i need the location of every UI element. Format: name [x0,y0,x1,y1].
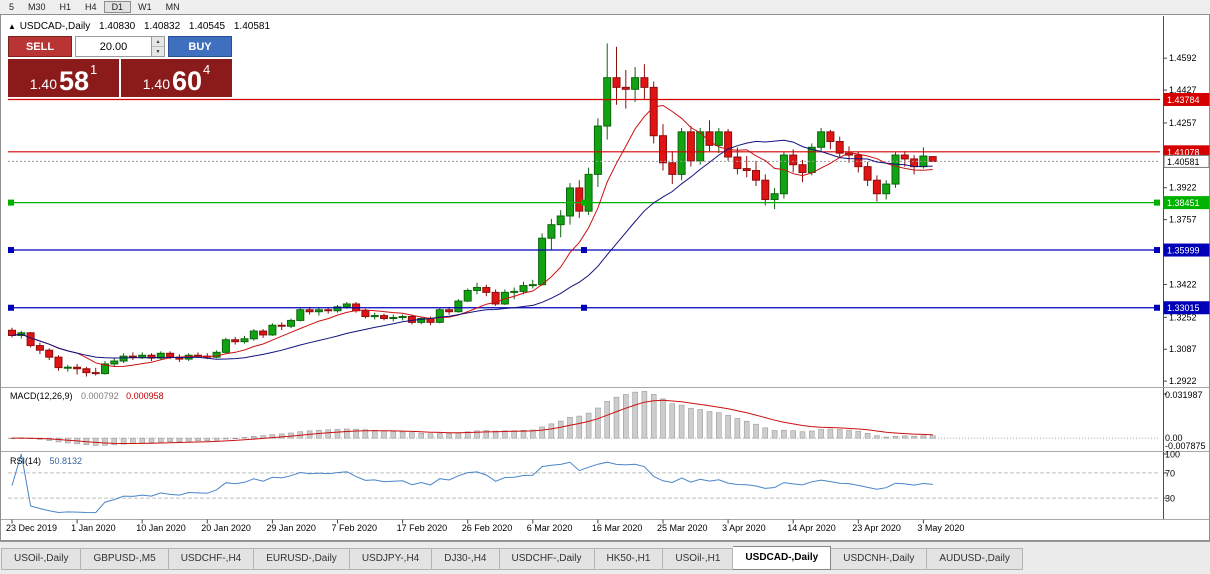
one-click-trading-panel: SELL 20.00 ▲ ▼ BUY 1.40 58 1 1.40 60 4 [8,36,232,97]
chart-tab-hk50-h1[interactable]: HK50-,H1 [594,548,664,570]
chart-tab-usoil-daily[interactable]: USOil-,Daily [1,548,82,570]
svg-text:1.3757: 1.3757 [1169,215,1197,225]
timeframe-button-d1[interactable]: D1 [103,1,132,13]
ohlc-low: 1.40545 [188,21,226,32]
buy-quote[interactable]: 1.40 60 4 [121,59,232,97]
svg-text:1.3252: 1.3252 [1169,312,1197,322]
volume-up-button[interactable]: ▲ [152,37,164,47]
ohlc-open: 1.40830 [99,21,136,32]
svg-text:1.4427: 1.4427 [1169,85,1197,95]
chart-tab-usdjpy-h4[interactable]: USDJPY-,H4 [349,548,433,570]
timeframe-button-5[interactable]: 5 [9,2,15,12]
svg-text:1.41078: 1.41078 [1167,147,1200,157]
svg-text:20 Jan 2020: 20 Jan 2020 [201,523,251,533]
ohlc-close: 1.40581 [233,21,271,32]
price-chart[interactable]: 1.45921.44271.42571.40921.39221.37571.35… [0,14,1210,541]
svg-text:1.40581: 1.40581 [1167,157,1200,167]
chart-tab-gbpusd-m5[interactable]: GBPUSD-,M5 [81,548,169,570]
svg-text:25 Mar 2020: 25 Mar 2020 [657,523,708,533]
chart-tab-eurusd-daily[interactable]: EURUSD-,Daily [254,548,350,570]
chart-tab-usoil-h1[interactable]: USOil-,H1 [663,548,734,570]
svg-text:1.4592: 1.4592 [1169,53,1197,63]
buy-button[interactable]: BUY [168,36,232,57]
ohlc-high: 1.40832 [143,21,181,32]
timeframe-button-mn[interactable]: MN [165,2,180,12]
svg-text:1.4257: 1.4257 [1169,118,1197,128]
svg-text:100: 100 [1165,450,1180,460]
macd-name: MACD(12,26,9) [10,391,73,401]
buy-price-pips: 60 [171,66,203,96]
svg-text:14 Apr 2020: 14 Apr 2020 [787,523,836,533]
timeframe-button-h1[interactable]: H1 [59,2,72,12]
sell-quote[interactable]: 1.40 58 1 [8,59,119,97]
svg-text:1.35999: 1.35999 [1167,246,1200,256]
svg-text:1.2922: 1.2922 [1169,376,1197,386]
svg-text:1.43784: 1.43784 [1167,95,1200,105]
svg-text:1.3922: 1.3922 [1169,183,1197,193]
chart-tab-usdchf-h4[interactable]: USDCHF-,H4 [168,548,255,570]
svg-text:23 Dec 2019: 23 Dec 2019 [6,523,57,533]
sell-price-point: 1 [90,62,98,77]
volume-spinner[interactable]: 20.00 ▲ ▼ [75,36,165,57]
buy-price-main: 1.40 [142,76,170,92]
svg-text:0.031987: 0.031987 [1165,390,1203,400]
chart-tab-usdcnh-daily[interactable]: USDCNH-,Daily [831,548,928,570]
chart-title: ▲ USDCAD-,Daily 1.40830 1.40832 1.40545 … [8,21,270,32]
buy-price-point: 4 [203,62,211,77]
chart-tab-usdchf-daily[interactable]: USDCHF-,Daily [499,548,595,570]
timeframe-button-h4[interactable]: H4 [85,2,97,12]
timeframe-toolbar: 5 M30 H1 H4 D1 W1 MN [0,0,1210,14]
svg-text:3 Apr 2020: 3 Apr 2020 [722,523,766,533]
symbol-period-label: USDCAD-,Daily [19,21,91,32]
macd-signal-value: 0.000958 [126,391,164,401]
svg-text:6 Mar 2020: 6 Mar 2020 [527,523,573,533]
volume-down-button[interactable]: ▼ [152,47,164,56]
chart-tab-usdcad-daily[interactable]: USDCAD-,Daily [733,546,832,570]
svg-text:1.33015: 1.33015 [1167,303,1200,313]
chart-tab-bar: USOil-,Daily GBPUSD-,M5 USDCHF-,H4 EURUSD-,… [0,541,1210,574]
volume-value[interactable]: 20.00 [99,40,128,53]
sell-price-main: 1.40 [29,76,57,92]
svg-text:0.00: 0.00 [1165,433,1183,443]
svg-text:17 Feb 2020: 17 Feb 2020 [397,523,448,533]
svg-text:7 Feb 2020: 7 Feb 2020 [332,523,378,533]
svg-text:30: 30 [1165,494,1175,504]
chart-tab-dj30-h4[interactable]: DJ30-,H4 [432,548,500,570]
svg-text:1 Jan 2020: 1 Jan 2020 [71,523,116,533]
svg-text:10 Jan 2020: 10 Jan 2020 [136,523,186,533]
svg-text:1.3422: 1.3422 [1169,279,1197,289]
svg-text:3 May 2020: 3 May 2020 [917,523,964,533]
timeframe-button-w1[interactable]: W1 [138,2,152,12]
sell-button[interactable]: SELL [8,36,72,57]
sell-price-pips: 58 [58,66,90,96]
rsi-value: 50.8132 [49,456,83,466]
rsi-name: RSI(14) [10,456,42,466]
svg-text:70: 70 [1165,468,1175,478]
svg-text:-0.007875: -0.007875 [1165,441,1206,451]
collapse-icon[interactable]: ▲ [8,22,16,31]
svg-text:1.3087: 1.3087 [1169,344,1197,354]
svg-text:23 Apr 2020: 23 Apr 2020 [852,523,901,533]
svg-text:16 Mar 2020: 16 Mar 2020 [592,523,643,533]
svg-text:29 Jan 2020: 29 Jan 2020 [266,523,316,533]
chart-tab-audusd-daily[interactable]: AUDUSD-,Daily [927,548,1023,570]
svg-text:1.38451: 1.38451 [1167,198,1200,208]
svg-text:26 Feb 2020: 26 Feb 2020 [462,523,513,533]
rsi-indicator-label: RSI(14) 50.8132 [10,456,82,466]
macd-main-value: 0.000792 [81,391,119,401]
timeframe-button-m30[interactable]: M30 [28,2,46,12]
macd-indicator-label: MACD(12,26,9) 0.000792 0.000958 [10,391,164,401]
